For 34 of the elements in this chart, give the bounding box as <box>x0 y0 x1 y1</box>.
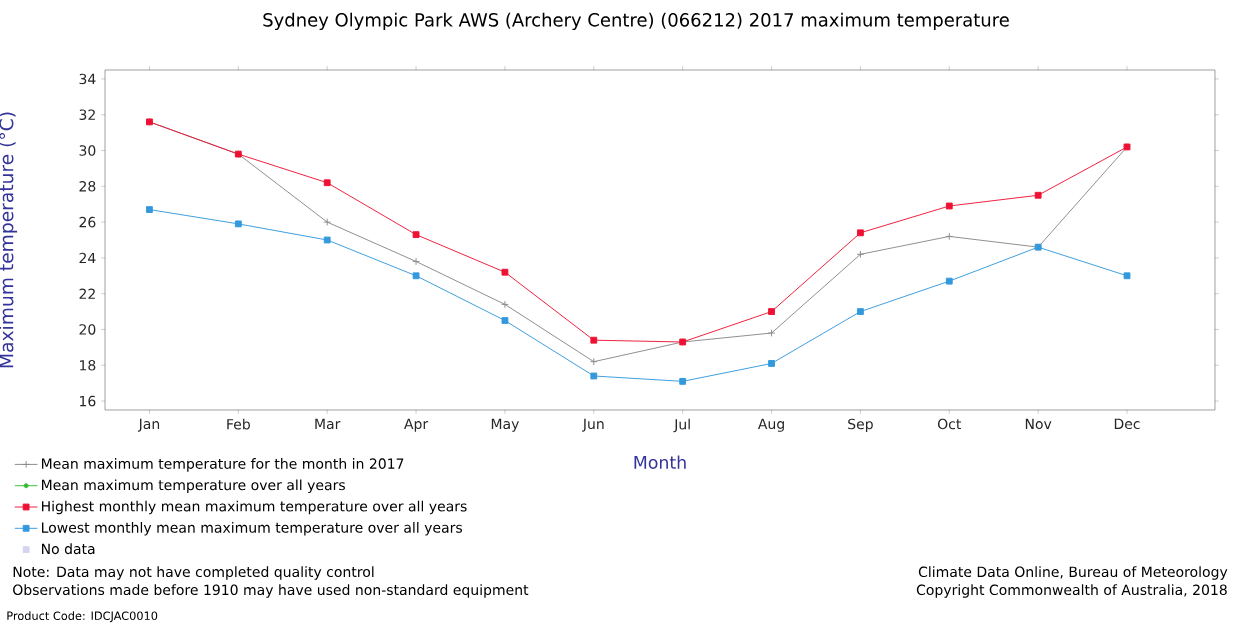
text: Climate Data Online, Bureau of Meteorology <box>918 566 1228 580</box>
y-tick-label: 32 <box>79 109 95 121</box>
y-tick-label: 26 <box>79 216 96 228</box>
text: Product Code: IDCJAC0010 <box>7 611 158 623</box>
y-tick-label: 22 <box>79 288 95 299</box>
legend-label: Mean maximum temperature over all years <box>42 479 345 493</box>
x-tick-label: Aug <box>757 418 784 432</box>
legend-label: No data <box>42 543 95 555</box>
y-tick-label: 34 <box>79 73 96 85</box>
y-tick-label: 16 <box>80 395 96 407</box>
y-tick-label: 30 <box>79 145 96 156</box>
y-tick-label: 20 <box>79 324 96 335</box>
x-axis-title: Month <box>634 455 686 469</box>
x-tick-label: Jun <box>582 418 604 432</box>
legend-label: Mean maximum temperature for the month in 2017 <box>42 458 404 472</box>
text: Copyright Commonwealth of Australia, 2018 <box>916 584 1227 598</box>
x-tick-label: Sep <box>848 418 873 432</box>
y-tick-label: 24 <box>79 252 96 264</box>
x-tick-label: Jan <box>137 418 160 432</box>
x-tick-label: Nov <box>1025 418 1052 430</box>
x-tick-label: Apr <box>404 418 429 432</box>
chart-title: Sydney Olympic Park AWS (Archery Centre) (066212) 2017 maximum temperature <box>263 12 1009 31</box>
text: Observations made before 1910 may have used non-standard equipment <box>13 584 529 598</box>
legend-label: Lowest monthly mean maximum temperature over all years <box>42 522 463 536</box>
x-tick-label: May <box>491 418 519 432</box>
x-tick-label: Feb <box>227 418 250 430</box>
y-tick-label: 28 <box>79 181 96 192</box>
text: Note: Data may not have completed quality control <box>13 566 374 580</box>
y-tick-label: 18 <box>80 359 96 371</box>
legend-label: Highest monthly mean maximum temperature over all years <box>42 500 467 515</box>
x-tick-label: Mar <box>315 418 341 430</box>
x-tick-label: Oct <box>937 418 962 430</box>
x-tick-label: Jul <box>673 418 690 433</box>
x-tick-label: Dec <box>1114 418 1140 430</box>
